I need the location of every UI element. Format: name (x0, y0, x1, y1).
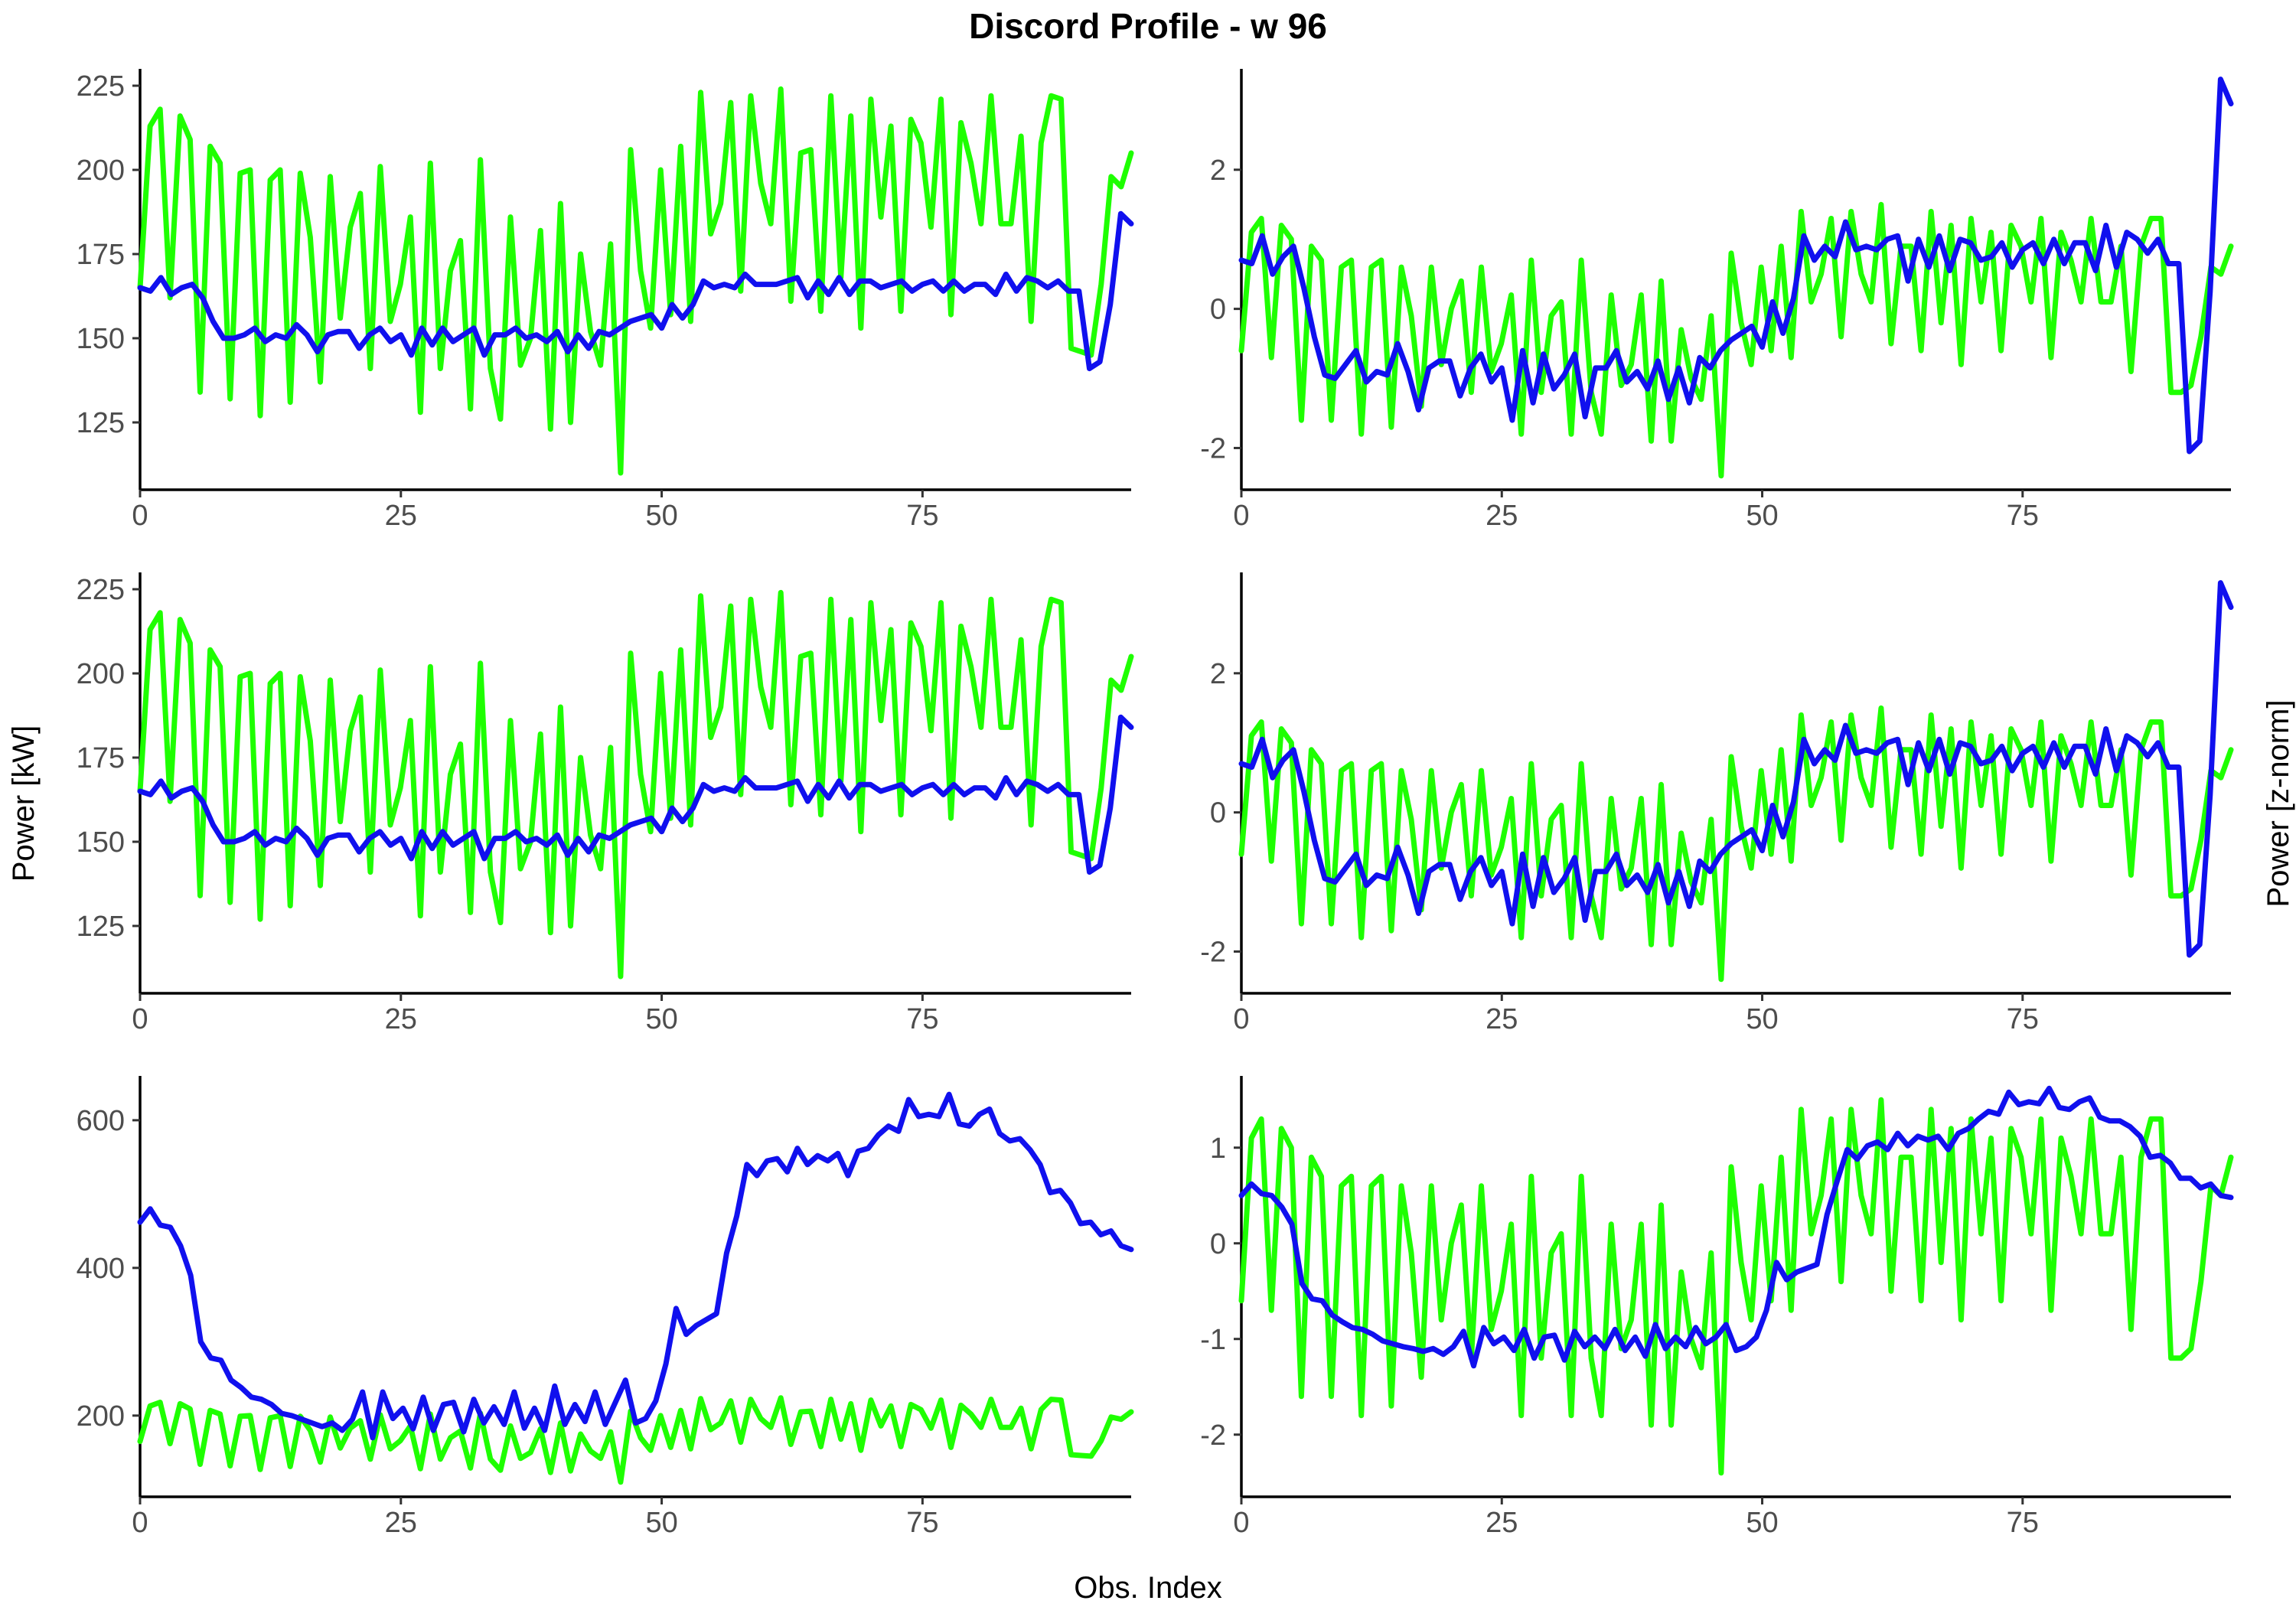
y-tick-label: 200 (77, 1400, 125, 1433)
y-tick-label: 125 (77, 911, 125, 943)
x-tick-label: 50 (1746, 500, 1778, 532)
panel-row1-right: 0 25 50 75 -2 0 2 (1200, 69, 2234, 532)
y-tick-label: 2 (1210, 658, 1226, 690)
y-tick-label: 2 (1210, 155, 1226, 187)
y-tick-label: 150 (77, 323, 125, 355)
series-line-green (1238, 1097, 2234, 1476)
panel-row1-left: 0 25 50 75 125 150 175 200 225 (77, 69, 1134, 532)
x-tick-label: 0 (132, 1003, 148, 1035)
panel-row2-right: 0 25 50 75 -2 0 2 (1200, 572, 2234, 1035)
x-axis-title: Obs. Index (1074, 1571, 1221, 1605)
x-tick-label: 75 (906, 500, 938, 532)
x-tick-label: 0 (132, 500, 148, 532)
series-line-blue (137, 210, 1134, 372)
series-line-green (137, 86, 1134, 476)
y-tick-label: 225 (77, 70, 125, 103)
series-line-green (1238, 201, 2234, 479)
y-tick-label: 200 (77, 658, 125, 690)
y-tick-label: -2 (1200, 432, 1226, 464)
series-line-blue (137, 714, 1134, 875)
y-axis-title-left: Power [kW] (7, 725, 41, 882)
series-line-green (137, 589, 1134, 980)
y-tick-label: 1 (1210, 1133, 1226, 1165)
y-tick-label: 150 (77, 826, 125, 859)
x-tick-label: 0 (132, 1507, 148, 1539)
y-tick-label: 0 (1210, 797, 1226, 830)
series-line-green (1238, 705, 2234, 983)
x-tick-label: 25 (385, 500, 417, 532)
series-line-blue (1238, 1085, 2234, 1369)
panel-row3-left: 0 25 50 75 200 400 600 (77, 1076, 1134, 1539)
x-tick-label: 50 (1746, 1003, 1778, 1035)
x-tick-label: 75 (906, 1003, 938, 1035)
x-tick-label: 25 (1486, 500, 1518, 532)
panel-row3-right: 0 25 50 75 -2 -1 0 1 (1200, 1076, 2234, 1539)
y-tick-label: 0 (1210, 1228, 1226, 1260)
y-tick-label: 175 (77, 742, 125, 774)
x-tick-label: 0 (1233, 1507, 1249, 1539)
x-tick-label: 50 (645, 1003, 677, 1035)
y-tick-label: 600 (77, 1105, 125, 1137)
y-tick-label: 400 (77, 1253, 125, 1285)
y-tick-label: 0 (1210, 294, 1226, 326)
y-tick-label: -2 (1200, 936, 1226, 968)
x-tick-label: 50 (1746, 1507, 1778, 1539)
x-tick-label: 75 (2007, 500, 2039, 532)
x-tick-label: 50 (645, 500, 677, 532)
y-tick-label: -1 (1200, 1324, 1226, 1356)
y-tick-label: 200 (77, 155, 125, 187)
x-tick-label: 25 (385, 1003, 417, 1035)
x-tick-label: 50 (645, 1507, 677, 1539)
series-line-blue (1238, 77, 2234, 455)
y-tick-label: 225 (77, 574, 125, 606)
y-axis-title-right: Power [z-norm] (2262, 699, 2295, 907)
chart-title: Discord Profile - w 96 (969, 6, 1327, 46)
y-tick-label: -2 (1200, 1420, 1226, 1452)
panel-row2-left: 0 25 50 75 125 150 175 200 225 (77, 572, 1134, 1035)
series-line-blue (137, 1091, 1134, 1441)
x-tick-label: 75 (2007, 1003, 2039, 1035)
x-tick-label: 25 (1486, 1507, 1518, 1539)
x-tick-label: 75 (906, 1507, 938, 1539)
series-line-blue (1238, 580, 2234, 958)
x-tick-label: 0 (1233, 500, 1249, 532)
x-tick-label: 25 (1486, 1003, 1518, 1035)
x-tick-label: 0 (1233, 1003, 1249, 1035)
y-tick-label: 175 (77, 239, 125, 271)
x-tick-label: 75 (2007, 1507, 2039, 1539)
x-tick-label: 25 (385, 1507, 417, 1539)
y-tick-label: 125 (77, 407, 125, 439)
